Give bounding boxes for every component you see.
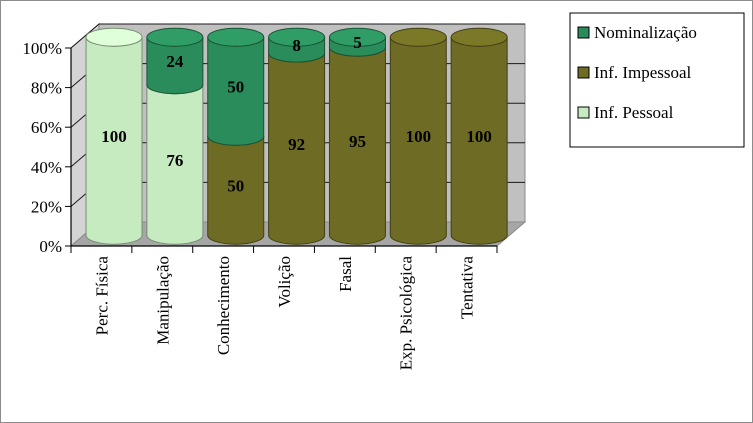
data-label: 5 [353,33,362,52]
bar-top-cap [451,28,507,46]
x-category-label: Volição [275,256,294,308]
y-tick-label: 100% [22,39,62,58]
data-label: 100 [101,127,127,146]
legend-swatch [578,67,589,78]
y-tick-label: 40% [31,158,62,177]
bars: 100 76 24 50 50 92 8 95 5 100 100 [86,28,507,244]
x-category-label: Conhecimento [214,256,233,355]
data-label: 100 [406,127,432,146]
data-label: 76 [166,151,183,170]
data-label: 95 [349,132,366,151]
legend-swatch [578,107,589,118]
x-category-label: Perc. Física [92,256,111,336]
y-tick-label: 0% [39,237,62,256]
x-category-label: Tentativa [458,256,477,319]
y-axis: 0% 20% 40% 60% 80% 100% [22,39,71,256]
data-label: 50 [227,78,244,97]
legend-label: Inf. Impessoal [594,63,692,82]
data-label: 24 [166,52,184,71]
x-category-label: Fasal [336,256,355,292]
data-label: 92 [288,135,305,154]
x-category-label: Manipulação [153,256,172,345]
x-category-label: Exp. Psicológica [397,256,416,371]
bar-top-cap [147,28,203,46]
legend-label: Nominalização [594,23,697,42]
bar-top-cap [86,28,142,46]
data-label: 50 [227,177,244,196]
data-label: 100 [466,127,492,146]
legend-label: Inf. Pessoal [594,103,674,122]
bar-top-cap [208,28,264,46]
legend: Nominalização Inf. Impessoal Inf. Pessoal [570,13,744,147]
y-tick-label: 80% [31,79,62,98]
data-label: 8 [292,36,301,55]
x-axis: Perc. Física Manipulação Conhecimento Voliç… [71,246,497,370]
bar-top-cap [390,28,446,46]
y-tick-label: 60% [31,118,62,137]
legend-swatch [578,27,589,38]
y-tick-label: 20% [31,197,62,216]
